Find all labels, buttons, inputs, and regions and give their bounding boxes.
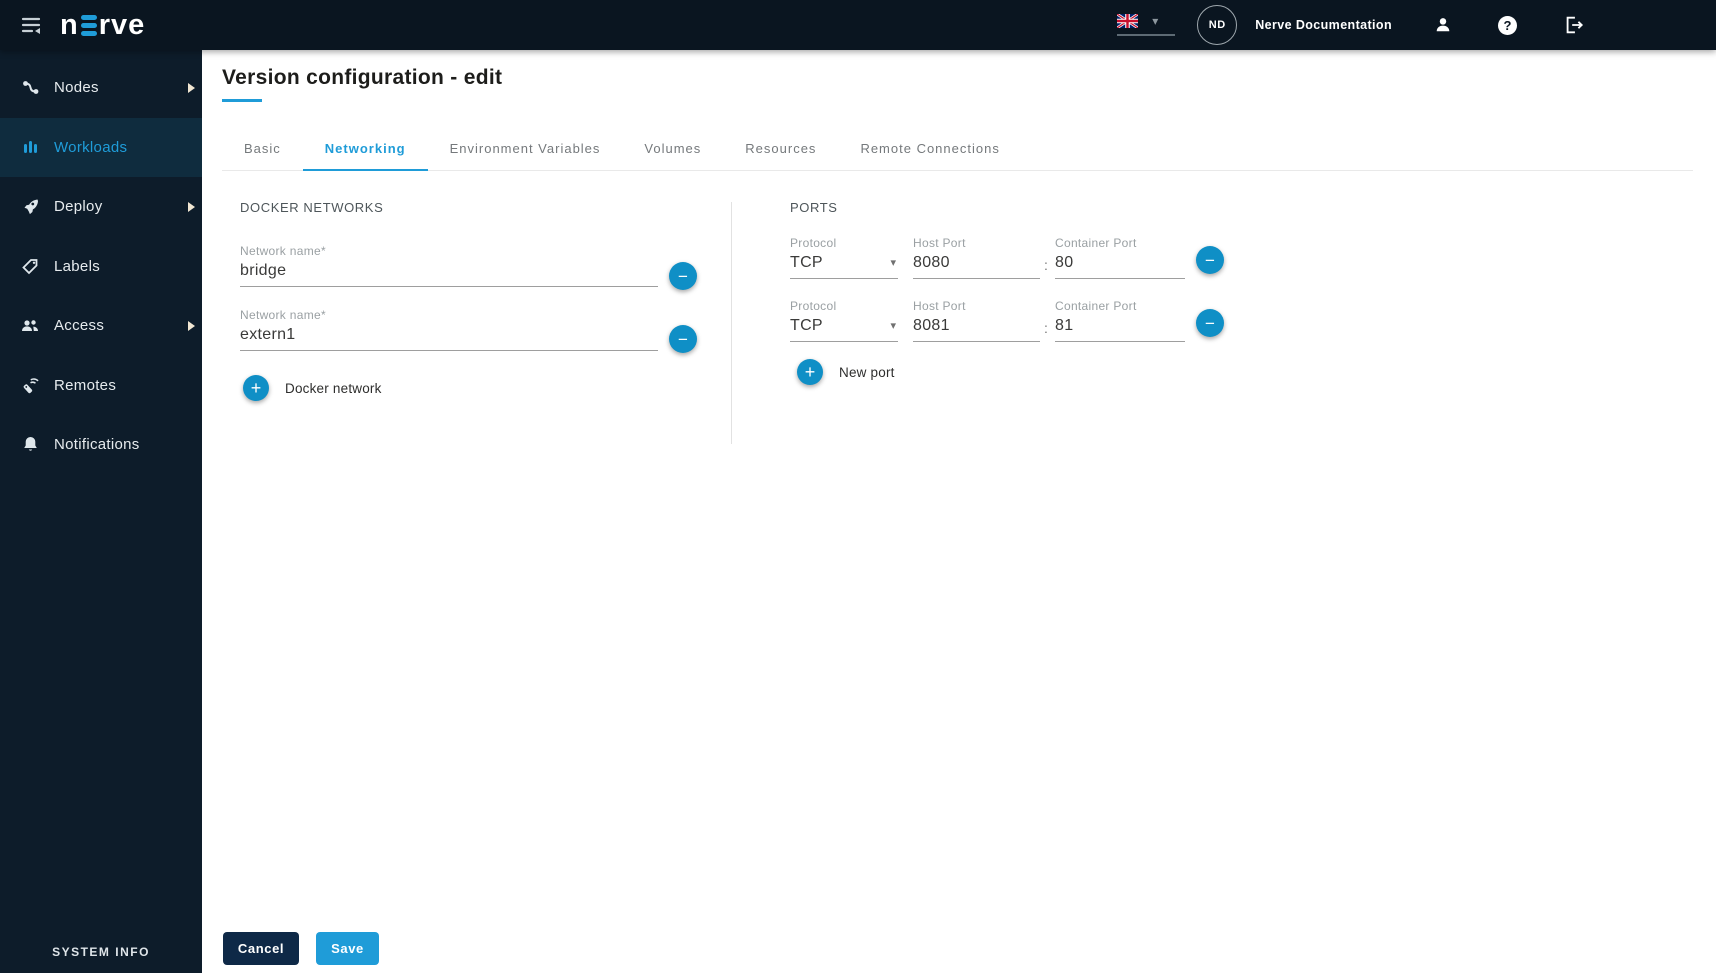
avatar[interactable]: ND — [1197, 5, 1238, 45]
topbar: n rve ▾ ND Nerve Documentation — [0, 0, 1716, 50]
add-docker-network-label: Docker network — [285, 380, 382, 396]
title-underline — [222, 99, 262, 102]
sidebar-item-label: Labels — [54, 257, 101, 275]
sidebar-item-notifications[interactable]: Notifications — [0, 415, 202, 475]
network-name-input-0[interactable] — [240, 262, 658, 287]
minus-icon: − — [678, 266, 688, 286]
logo-e-bars-icon — [80, 14, 97, 36]
tab-environment-variables[interactable]: Environment Variables — [449, 141, 601, 156]
sidebar-item-nodes[interactable]: Nodes — [0, 58, 202, 118]
sidebar-item-label: Deploy — [54, 198, 103, 216]
help-icon[interactable]: ? — [1498, 15, 1517, 35]
chevron-right-icon — [188, 320, 195, 331]
field-label: Host Port — [913, 236, 966, 250]
port-separator: : — [1044, 320, 1048, 336]
logout-icon[interactable] — [1563, 14, 1585, 36]
tab-volumes[interactable]: Volumes — [644, 141, 702, 156]
add-docker-network-button[interactable]: + Docker network — [243, 375, 382, 401]
add-port-button[interactable]: + New port — [797, 359, 895, 385]
page-title: Version configuration - edit — [222, 66, 503, 89]
user-icon[interactable] — [1434, 16, 1452, 34]
chevron-right-icon — [188, 82, 195, 93]
protocol-select-1[interactable] — [790, 317, 898, 342]
tab-basic[interactable]: Basic — [244, 141, 281, 156]
minus-icon: − — [1205, 313, 1215, 333]
save-button[interactable]: Save — [316, 932, 379, 965]
field-label: Protocol — [790, 299, 837, 313]
sidebar-item-label: Notifications — [54, 436, 140, 454]
tag-icon — [20, 256, 40, 276]
workloads-icon — [20, 137, 40, 157]
remote-control-icon — [20, 375, 40, 395]
container-port-input-1[interactable] — [1055, 317, 1185, 342]
remove-port-button-1[interactable]: − — [1196, 309, 1224, 337]
protocol-field-0: Protocol ▾ — [790, 236, 898, 279]
bell-icon — [20, 435, 40, 455]
logo-text-end: rve — [98, 8, 146, 41]
network-name-field-1: Network name* — [240, 308, 658, 351]
minus-icon: − — [678, 329, 688, 349]
chevron-right-icon — [188, 201, 195, 212]
port-separator: : — [1044, 257, 1048, 273]
sidebar: Nodes Workloads Deploy — [0, 50, 202, 973]
container-port-input-0[interactable] — [1055, 254, 1185, 279]
help-glyph: ? — [1503, 17, 1512, 33]
tab-remote-connections[interactable]: Remote Connections — [860, 141, 1000, 156]
remove-network-button-0[interactable]: − — [669, 262, 697, 290]
host-port-input-0[interactable] — [913, 254, 1040, 279]
tab-networking[interactable]: Networking — [302, 141, 428, 171]
sidebar-item-label: Access — [54, 317, 105, 335]
minus-icon: − — [1205, 250, 1215, 270]
plus-icon: + — [243, 375, 269, 401]
plus-icon: + — [797, 359, 823, 385]
topbar-right: ▾ ND Nerve Documentation ? — [1117, 5, 1716, 45]
protocol-select-0[interactable] — [790, 254, 898, 279]
main-content: Version configuration - edit Basic Netwo… — [202, 50, 1716, 973]
host-port-field-1: Host Port — [913, 299, 1040, 342]
network-name-input-1[interactable] — [240, 326, 658, 351]
uk-flag-icon — [1117, 14, 1139, 28]
sidebar-item-deploy[interactable]: Deploy — [0, 177, 202, 237]
sidebar-item-remotes[interactable]: Remotes — [0, 356, 202, 416]
tab-resources[interactable]: Resources — [745, 141, 817, 156]
field-label: Host Port — [913, 299, 966, 313]
remove-port-button-0[interactable]: − — [1196, 246, 1224, 274]
documentation-link[interactable]: Nerve Documentation — [1255, 18, 1392, 32]
cancel-button[interactable]: Cancel — [223, 932, 299, 965]
sidebar-item-label: Remotes — [54, 376, 117, 394]
host-port-input-1[interactable] — [913, 317, 1040, 342]
protocol-field-1: Protocol ▾ — [790, 299, 898, 342]
language-underline — [1117, 34, 1176, 36]
sidebar-item-label: Workloads — [54, 138, 128, 156]
sidebar-item-access[interactable]: Access — [0, 296, 202, 356]
field-label: Network name* — [240, 308, 326, 322]
tab-bar: Basic Networking Environment Variables V… — [222, 126, 1693, 171]
host-port-field-0: Host Port — [913, 236, 1040, 279]
field-label: Container Port — [1055, 299, 1137, 313]
menu-toggle-icon[interactable] — [18, 12, 44, 38]
nerve-logo: n rve — [60, 8, 146, 41]
add-port-label: New port — [839, 364, 895, 380]
logo-text-start: n — [60, 8, 79, 41]
sidebar-item-workloads[interactable]: Workloads — [0, 117, 202, 177]
field-label: Protocol — [790, 236, 837, 250]
rocket-icon — [20, 197, 40, 217]
nodes-icon — [20, 78, 40, 98]
chevron-down-icon: ▾ — [1152, 14, 1159, 28]
users-icon — [20, 316, 40, 336]
language-selector[interactable]: ▾ — [1117, 14, 1176, 36]
sidebar-item-labels[interactable]: Labels — [0, 237, 202, 297]
container-port-field-0: Container Port — [1055, 236, 1185, 279]
section-divider — [731, 202, 732, 444]
system-info-button[interactable]: SYSTEM INFO — [52, 945, 150, 959]
network-name-field-0: Network name* — [240, 244, 658, 287]
sidebar-item-label: Nodes — [54, 79, 99, 97]
remove-network-button-1[interactable]: − — [669, 325, 697, 353]
field-label: Network name* — [240, 244, 326, 258]
docker-networks-heading: DOCKER NETWORKS — [240, 200, 384, 215]
ports-heading: PORTS — [790, 200, 838, 215]
container-port-field-1: Container Port — [1055, 299, 1185, 342]
field-label: Container Port — [1055, 236, 1137, 250]
